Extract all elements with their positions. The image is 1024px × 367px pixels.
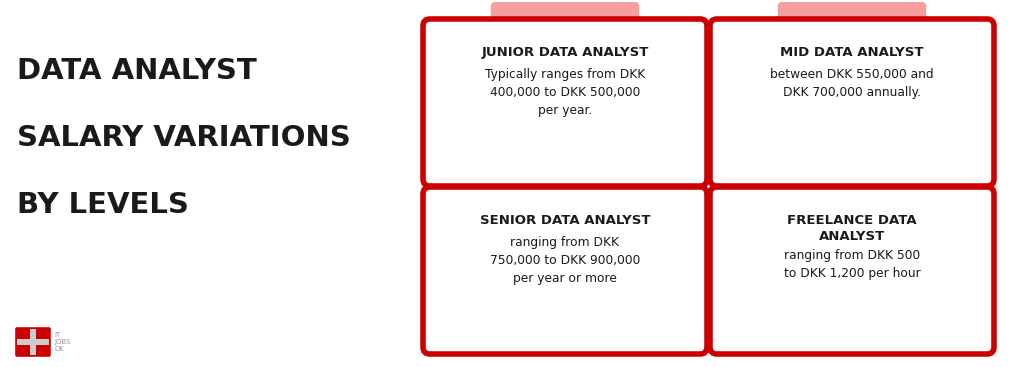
Bar xyxy=(17,339,49,345)
Text: DATA ANALYST: DATA ANALYST xyxy=(17,57,257,85)
Bar xyxy=(30,329,36,355)
FancyBboxPatch shape xyxy=(710,187,994,354)
Text: MID DATA ANALYST: MID DATA ANALYST xyxy=(780,46,924,59)
FancyBboxPatch shape xyxy=(778,2,926,40)
Text: SALARY VARIATIONS: SALARY VARIATIONS xyxy=(17,124,351,152)
Text: SENIOR DATA ANALYST: SENIOR DATA ANALYST xyxy=(480,214,650,227)
FancyBboxPatch shape xyxy=(490,170,639,208)
Text: ranging from DKK 500
to DKK 1,200 per hour: ranging from DKK 500 to DKK 1,200 per ho… xyxy=(783,249,921,280)
Text: IT
JOBS
DK: IT JOBS DK xyxy=(54,332,71,352)
Text: JUNIOR DATA ANALYST: JUNIOR DATA ANALYST xyxy=(481,46,648,59)
FancyBboxPatch shape xyxy=(423,187,707,354)
Text: FREELANCE DATA
ANALYST: FREELANCE DATA ANALYST xyxy=(787,214,916,243)
Text: between DKK 550,000 and
DKK 700,000 annually.: between DKK 550,000 and DKK 700,000 annu… xyxy=(770,68,934,99)
FancyBboxPatch shape xyxy=(15,327,51,357)
Text: ranging from DKK
750,000 to DKK 900,000
per year or more: ranging from DKK 750,000 to DKK 900,000 … xyxy=(489,236,640,285)
Text: BY LEVELS: BY LEVELS xyxy=(17,191,188,219)
FancyBboxPatch shape xyxy=(710,19,994,186)
FancyBboxPatch shape xyxy=(490,2,639,40)
FancyBboxPatch shape xyxy=(423,19,707,186)
FancyBboxPatch shape xyxy=(778,170,926,208)
Text: Typically ranges from DKK
400,000 to DKK 500,000
per year.: Typically ranges from DKK 400,000 to DKK… xyxy=(485,68,645,117)
